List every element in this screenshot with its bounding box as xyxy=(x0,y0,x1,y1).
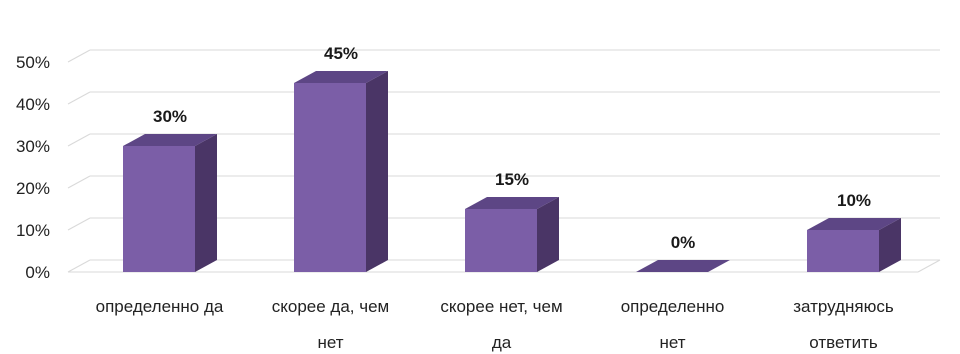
gridline-side xyxy=(67,175,91,189)
bar-side xyxy=(879,218,901,272)
category-label: определенно xyxy=(621,297,725,316)
category-label: затрудняюсь xyxy=(793,297,894,316)
gridline-side xyxy=(67,49,91,63)
data-label: 30% xyxy=(153,107,187,126)
bar-front xyxy=(807,230,879,272)
data-label: 10% xyxy=(837,191,871,210)
y-tick-label: 50% xyxy=(16,53,50,72)
bar-top xyxy=(123,134,217,146)
gridline-side xyxy=(67,133,91,147)
bar xyxy=(465,197,559,272)
data-label: 45% xyxy=(324,44,358,63)
bars xyxy=(123,71,901,272)
y-tick-label: 20% xyxy=(16,179,50,198)
category-label: скорее нет, чем xyxy=(440,297,562,316)
gridline-side xyxy=(67,217,91,231)
bar xyxy=(807,218,901,272)
bar-top xyxy=(807,218,901,230)
category-label: определенно да xyxy=(96,297,224,316)
category-label: нет xyxy=(317,333,343,352)
bar xyxy=(123,134,217,272)
y-axis-ticks: 0% 10% 20% 30% 40% 50% xyxy=(16,53,50,282)
category-label: да xyxy=(492,333,512,352)
bar-top xyxy=(636,260,730,272)
bar-side xyxy=(537,197,559,272)
category-labels: определенно да скорее да, чем нет скорее не… xyxy=(96,297,894,352)
data-label: 0% xyxy=(671,233,696,252)
gridline-side xyxy=(67,91,91,105)
y-tick-label: 0% xyxy=(25,263,50,282)
y-tick-label: 10% xyxy=(16,221,50,240)
bar-side xyxy=(366,71,388,272)
bar-front xyxy=(294,83,366,272)
category-label: нет xyxy=(659,333,685,352)
gridline-side xyxy=(67,259,91,273)
bar-front xyxy=(465,209,537,272)
category-label: ответить xyxy=(809,333,878,352)
bar-top xyxy=(294,71,388,83)
floor-right-edge xyxy=(917,259,941,273)
bar xyxy=(294,71,388,272)
category-label: скорее да, чем xyxy=(272,297,390,316)
y-tick-label: 40% xyxy=(16,95,50,114)
data-labels: 30% 45% 15% 0% 10% xyxy=(153,44,871,252)
bar-side xyxy=(195,134,217,272)
bar xyxy=(636,260,730,272)
data-label: 15% xyxy=(495,170,529,189)
bar-top xyxy=(465,197,559,209)
bar-front xyxy=(123,146,195,272)
y-tick-label: 30% xyxy=(16,137,50,156)
